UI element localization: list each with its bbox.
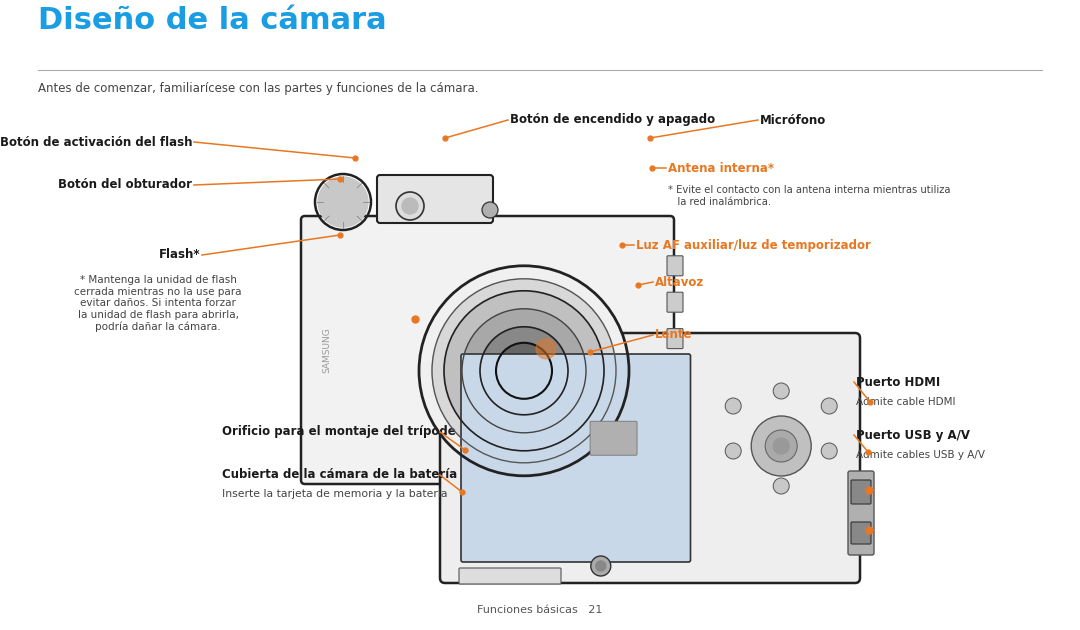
- Text: Puerto HDMI: Puerto HDMI: [856, 375, 941, 389]
- Circle shape: [496, 343, 552, 399]
- Circle shape: [766, 430, 797, 462]
- Text: Altavoz: Altavoz: [654, 275, 704, 289]
- Text: Admite cable HDMI: Admite cable HDMI: [856, 397, 956, 407]
- FancyBboxPatch shape: [461, 354, 690, 562]
- Circle shape: [402, 198, 418, 214]
- Circle shape: [318, 177, 368, 227]
- Text: * Mantenga la unidad de flash
cerrada mientras no la use para
evitar daños. Si i: * Mantenga la unidad de flash cerrada mi…: [75, 275, 242, 332]
- FancyBboxPatch shape: [590, 421, 637, 455]
- FancyBboxPatch shape: [667, 329, 683, 348]
- Circle shape: [752, 416, 811, 476]
- FancyBboxPatch shape: [440, 333, 860, 583]
- Text: Admite cables USB y A/V: Admite cables USB y A/V: [856, 450, 985, 460]
- Text: Luz AF auxiliar/luz de temporizador: Luz AF auxiliar/luz de temporizador: [636, 239, 870, 251]
- FancyBboxPatch shape: [667, 256, 683, 276]
- Circle shape: [480, 327, 568, 415]
- Text: Inserte la tarjeta de memoria y la batería: Inserte la tarjeta de memoria y la bater…: [222, 489, 447, 499]
- FancyBboxPatch shape: [459, 568, 561, 584]
- Text: Cubierta de la cámara de la batería: Cubierta de la cámara de la batería: [222, 469, 457, 481]
- Circle shape: [821, 398, 837, 414]
- Text: Antes de comenzar, familiarícese con las partes y funciones de la cámara.: Antes de comenzar, familiarícese con las…: [38, 82, 478, 95]
- Circle shape: [773, 438, 789, 454]
- Circle shape: [725, 398, 741, 414]
- Circle shape: [773, 478, 789, 494]
- Text: SAMSUNG: SAMSUNG: [323, 327, 332, 373]
- Text: Orificio para el montaje del trípode: Orificio para el montaje del trípode: [222, 425, 456, 438]
- Circle shape: [482, 202, 498, 218]
- Text: Flash*: Flash*: [159, 248, 200, 261]
- Text: Puerto USB y A/V: Puerto USB y A/V: [856, 428, 970, 442]
- Circle shape: [396, 192, 424, 220]
- Circle shape: [462, 309, 586, 433]
- Circle shape: [536, 339, 556, 359]
- Circle shape: [432, 279, 616, 463]
- Text: Botón del obturador: Botón del obturador: [58, 178, 192, 192]
- FancyBboxPatch shape: [851, 522, 870, 544]
- Circle shape: [419, 266, 629, 476]
- FancyBboxPatch shape: [851, 480, 870, 504]
- Text: Funciones básicas   21: Funciones básicas 21: [477, 605, 603, 615]
- Text: Lente: Lente: [654, 328, 692, 341]
- Text: Botón de encendido y apagado: Botón de encendido y apagado: [510, 113, 715, 127]
- Text: Botón de activación del flash: Botón de activación del flash: [0, 135, 192, 149]
- Circle shape: [821, 443, 837, 459]
- Text: Antena interna*: Antena interna*: [669, 161, 774, 175]
- Text: Micrófono: Micrófono: [760, 113, 826, 127]
- FancyBboxPatch shape: [848, 471, 874, 555]
- Circle shape: [591, 556, 611, 576]
- FancyBboxPatch shape: [301, 216, 674, 484]
- FancyBboxPatch shape: [377, 175, 492, 223]
- Circle shape: [773, 383, 789, 399]
- Circle shape: [596, 561, 606, 571]
- FancyBboxPatch shape: [584, 415, 643, 461]
- Circle shape: [725, 443, 741, 459]
- FancyBboxPatch shape: [667, 292, 683, 312]
- Text: Diseño de la cámara: Diseño de la cámara: [38, 6, 387, 35]
- FancyBboxPatch shape: [667, 365, 683, 385]
- Text: * Evite el contacto con la antena interna mientras utiliza
   la red inalámbrica: * Evite el contacto con la antena intern…: [669, 185, 950, 207]
- Circle shape: [444, 291, 604, 451]
